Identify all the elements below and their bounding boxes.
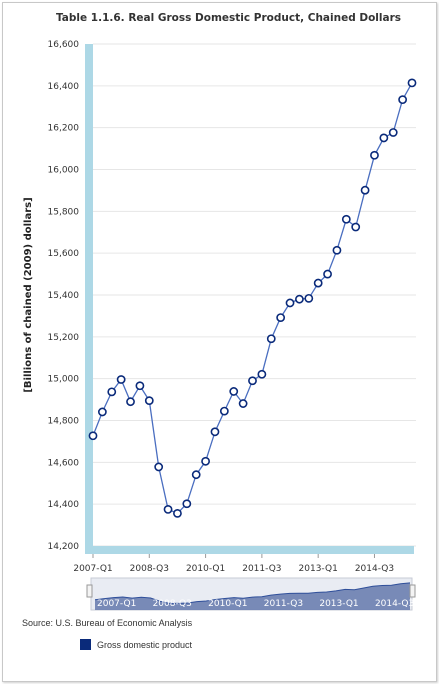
y-tick-label: 16,400 [48,82,80,92]
y-tick-label: 15,400 [48,291,80,301]
x-tick-label: 2007-Q1 [73,564,112,574]
navigator-tick-label: 2014-Q3 [375,599,414,609]
data-point [201,456,210,466]
data-point [285,298,295,308]
navigator-tick-label: 2013-Q1 [319,599,358,609]
navigator-tick-label: 2007-Q1 [97,599,136,609]
data-point [191,470,201,480]
data-point [257,369,267,379]
chart-title: Table 1.1.6. Real Gross Domestic Product… [56,12,402,24]
data-point [332,245,342,255]
data-point [182,499,192,509]
data-point [126,397,135,407]
navigator-tick-label: 2011-Q3 [264,599,303,609]
grid-lines [93,43,416,547]
x-tick-label: 2010-Q1 [186,564,225,574]
data-point [238,399,248,408]
navigator-tick-label: 2010-Q1 [208,599,247,609]
y-tick-label: 15,000 [48,375,80,385]
data-point [323,269,332,279]
navigator-line [94,582,411,604]
legend-label: Gross domestic product [97,639,193,650]
x-tick-labels: 2007-Q1 2008-Q3 2010-Q1 2011-Q3 2013-Q1 2014-… [73,554,394,574]
navigator-area [95,582,410,610]
legend-swatch [80,639,91,650]
data-point [248,376,257,386]
series-line [92,82,413,515]
data-point [379,133,389,143]
data-point [210,427,220,437]
y-tick-label: 16,200 [48,124,80,134]
data-point [135,381,145,391]
data-point [229,387,239,396]
x-tick-label: 2013-Q1 [299,564,338,574]
data-point [88,431,98,441]
data-point [341,214,351,224]
data-point [116,375,126,384]
data-point [398,95,408,105]
y-tick-label: 15,600 [48,249,80,259]
data-point [173,508,182,518]
y-tick-label: 14,600 [48,458,80,468]
data-point [97,407,107,417]
data-point [144,396,154,406]
y-tick-label: 16,600 [48,40,80,50]
x-tick-label: 2014-Q3 [355,564,394,574]
y-tick-label: 15,200 [48,333,80,343]
navigator-handle-right [409,584,416,598]
y-tick-label: 14,200 [48,542,80,552]
x-tick-label: 2008-Q3 [130,564,169,574]
data-point [163,504,173,514]
data-point [295,294,304,304]
y-tick-labels: 14,200 14,400 14,600 14,800 15,000 15,200 15,4… [48,40,80,552]
data-point [313,278,323,288]
data-point [304,293,314,303]
data-point [107,387,117,397]
range-navigator[interactable]: 2007-Q1 2008-Q3 2010-Q1 2011-Q3 2013-Q1 2014-… [86,577,416,611]
data-point [360,185,370,195]
data-point [219,406,229,416]
y-tick-label: 14,400 [48,500,80,510]
navigator-handle-left [86,584,93,598]
y-tick-label: 16,000 [48,166,80,176]
legend[interactable]: Gross domestic product [80,639,192,650]
x-axis-band [85,546,414,554]
data-point [407,78,417,88]
data-point [266,334,276,344]
data-point [351,222,361,232]
data-point [388,128,398,137]
y-tick-label: 14,800 [48,417,80,427]
y-axis-label: [Billions of chained (2009) dollars] [23,197,34,392]
data-point [370,150,379,160]
data-point [276,313,286,322]
series-points [88,78,417,518]
x-tick-label: 2011-Q3 [242,564,281,574]
navigator-tick-label: 2008-Q3 [153,599,192,609]
source-note: Source: U.S. Bureau of Economic Analysis [22,618,193,628]
y-axis-band [85,44,93,554]
y-tick-label: 15,800 [48,207,80,217]
data-point [154,462,164,472]
